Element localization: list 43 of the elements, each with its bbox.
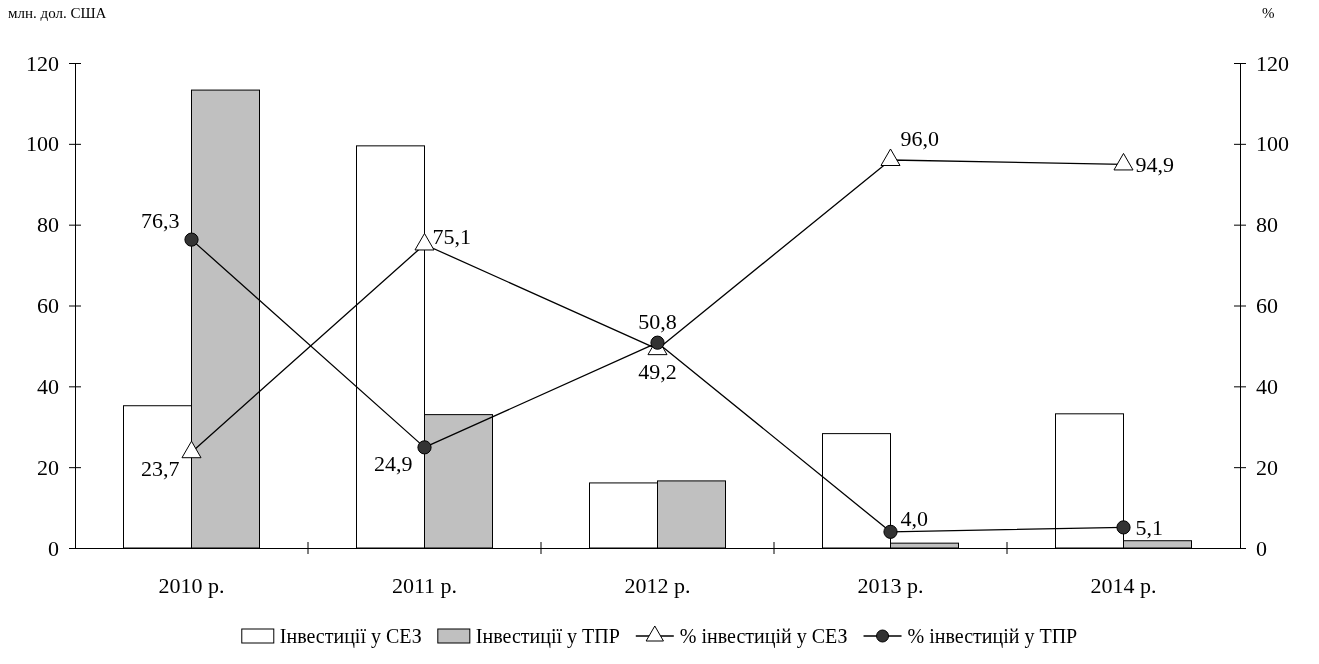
data-label: 94,9	[1135, 152, 1174, 178]
y2-tick-label: 40	[1256, 373, 1278, 399]
legend-label: % інвестицій у ТПР	[907, 625, 1078, 648]
point	[181, 440, 202, 459]
point	[417, 440, 432, 455]
data-label: 96,0	[900, 126, 939, 151]
point	[883, 524, 898, 539]
y2-tick-label: 0	[1256, 535, 1267, 561]
y2-tick-label: 80	[1256, 212, 1278, 238]
y-tick-label: 100	[26, 131, 59, 157]
point	[414, 232, 435, 251]
point	[1116, 520, 1131, 535]
x-tick-label: 2011 р.	[391, 572, 458, 598]
y2-tick-label: 60	[1256, 293, 1278, 319]
data-label: 23,7	[141, 456, 180, 482]
x-tick-label: 2013 р.	[857, 572, 924, 598]
point	[1113, 152, 1134, 171]
x-tick-label: 2014 р.	[1090, 572, 1157, 598]
y-tick-label: 40	[37, 373, 59, 399]
data-label: 49,2	[638, 359, 677, 385]
x-tick-label: 2010 р.	[158, 572, 225, 598]
y-axis-title: млн. дол. США	[8, 5, 107, 21]
point	[880, 148, 901, 166]
data-label: 24,9	[374, 451, 413, 477]
y-tick-label: 0	[48, 535, 59, 561]
y2-tick-label: 100	[1256, 131, 1289, 157]
data-label: 4,0	[900, 505, 928, 531]
y-tick-label: 80	[37, 212, 59, 238]
data-label: 75,1	[432, 224, 471, 250]
legend-label: % інвестицій у СЕЗ	[679, 625, 848, 648]
y2-tick-label: 120	[1256, 50, 1289, 76]
legend-label: Інвестиції у СЕЗ	[279, 625, 422, 648]
data-label: 76,3	[141, 207, 180, 233]
data-label: 5,1	[1135, 515, 1163, 541]
y-tick-label: 120	[26, 50, 59, 76]
y2-axis-title: %	[1262, 5, 1275, 21]
y2-tick-label: 20	[1256, 454, 1278, 480]
y-tick-label: 20	[37, 454, 59, 480]
data-label: 50,8	[638, 308, 677, 334]
y-tick-label: 60	[37, 293, 59, 319]
point	[650, 335, 665, 350]
legend-label: Інвестиції у ТПР	[475, 625, 620, 648]
x-tick-label: 2012 р.	[624, 572, 691, 598]
